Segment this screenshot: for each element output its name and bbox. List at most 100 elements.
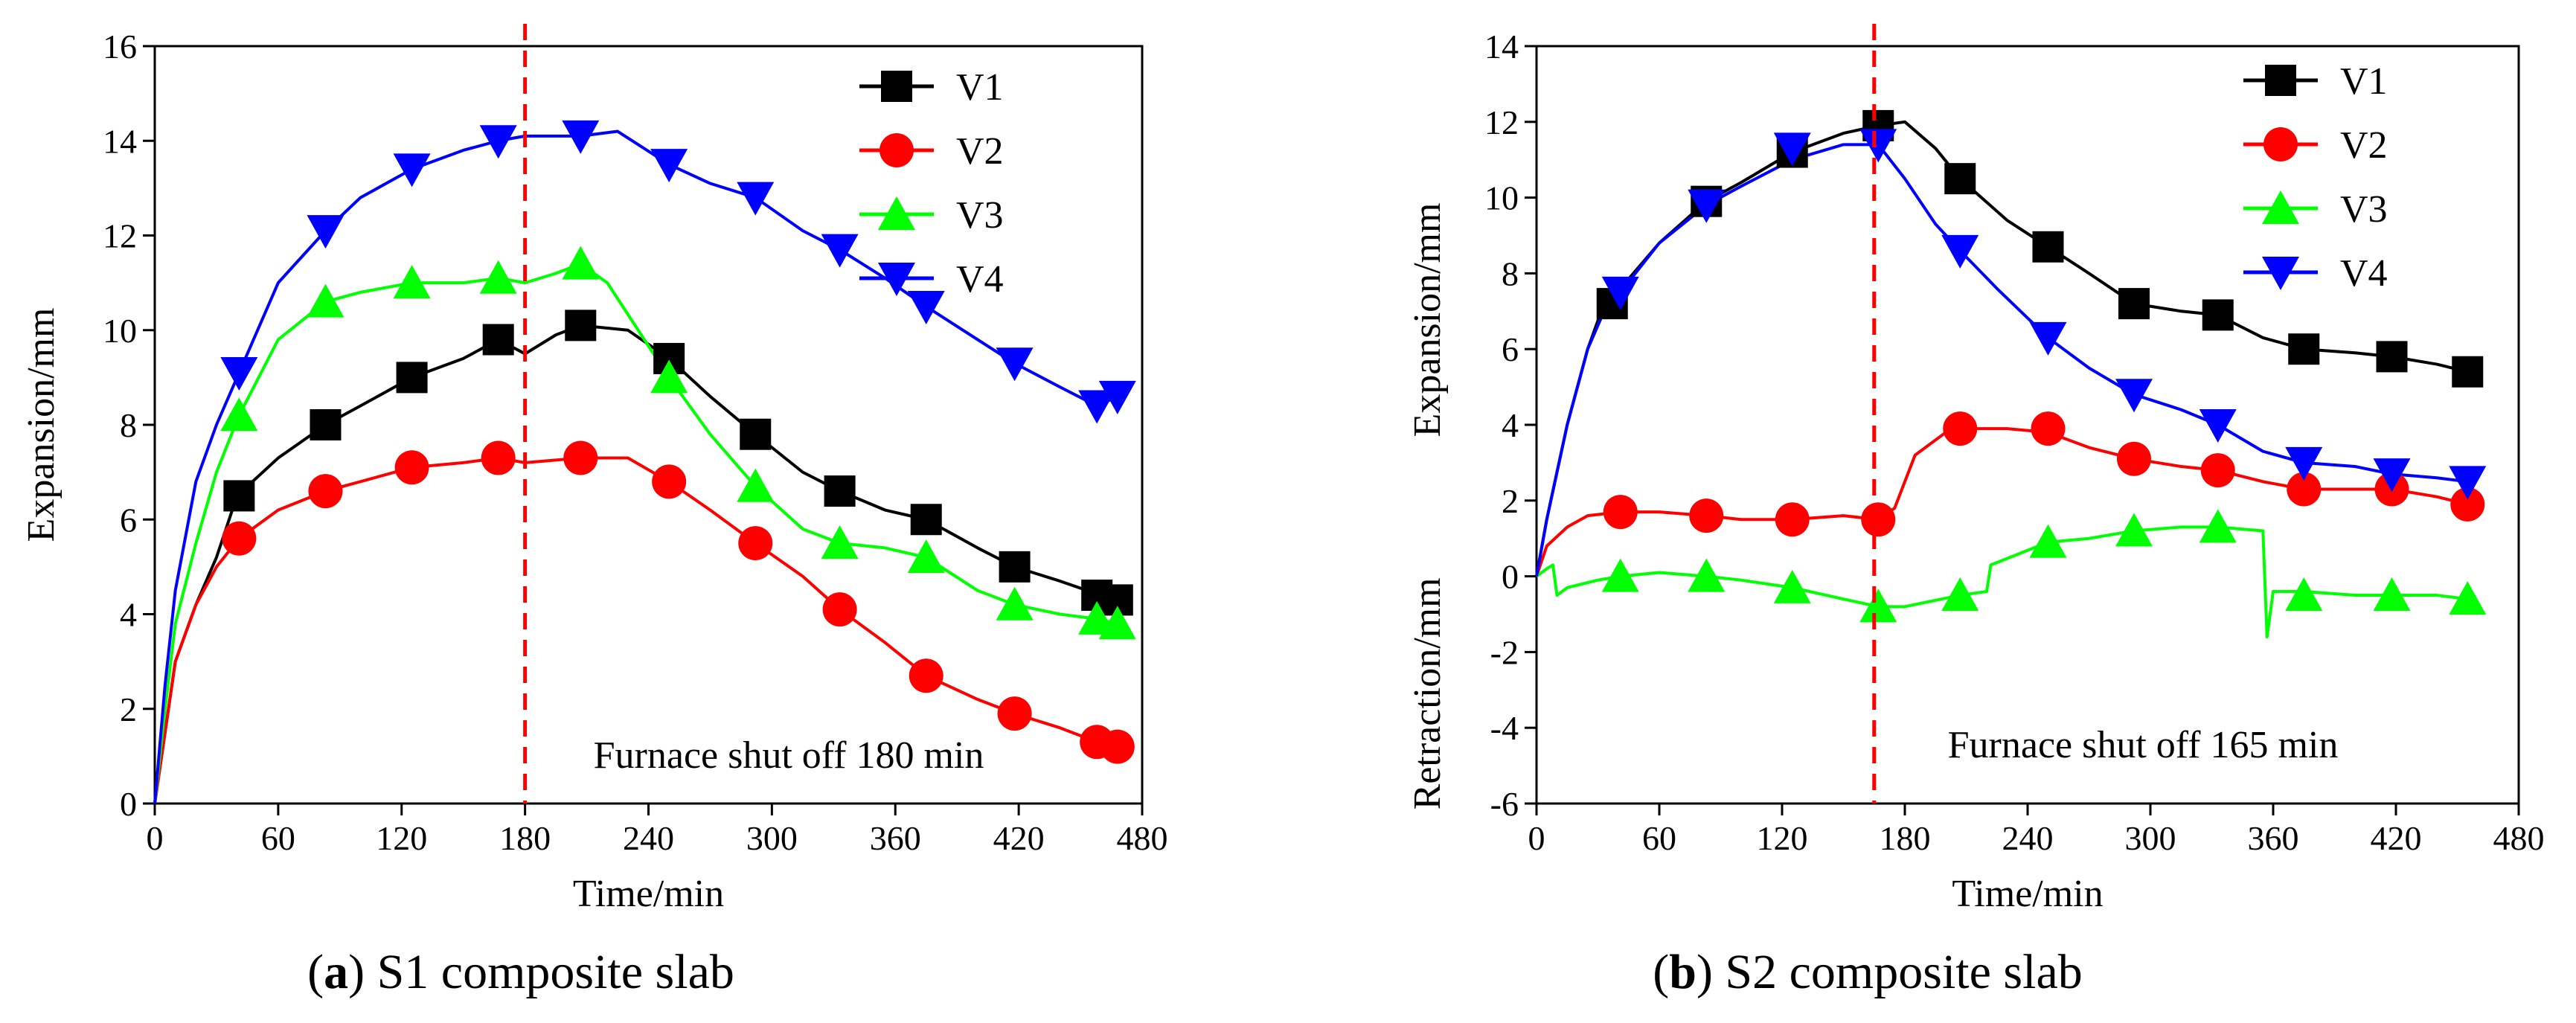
panel-a-series-v2-point [308, 474, 343, 509]
panel-b-series-v1-point [2118, 288, 2150, 320]
panel-b-series-v2-point [1689, 498, 1724, 533]
panel-a-series-v3-point [479, 260, 517, 294]
panel-a-series-v3-line [153, 262, 1118, 804]
panel-a-series-v3-point [907, 539, 945, 574]
panel-a-series-v3-point [220, 397, 258, 432]
panel-a-chart: 0 60 120 180 240 300 360 420 480 0 2 4 6 8 10 12 14 16 Tim… [20, 24, 1168, 915]
panel-a-series-v2-point [822, 592, 857, 627]
panel-b-x-tick-label: 480 [2493, 819, 2545, 857]
panel-b-y-tick-label: 4 [1502, 406, 1519, 444]
panel-b-series-v2-point [2117, 441, 2151, 476]
panel-b-y-tick-label: 10 [1484, 179, 1519, 217]
panel-b-series-v3-point [1773, 569, 1811, 603]
panel-b-y-tick-label: 6 [1502, 330, 1519, 368]
panel-b-series-v3-point [2199, 509, 2237, 543]
panel-a-y-tick-label: 0 [120, 785, 137, 823]
panel-a-series-v4-point [220, 357, 258, 391]
panel-b-series-v3-line [1535, 525, 2468, 639]
panel-b-caption: (b) S2 composite slab [1653, 945, 2083, 999]
panel-b-series-v1-point [2288, 333, 2320, 365]
panel-a-x-tick-label: 420 [993, 819, 1045, 857]
panel-a-series-v3-point [650, 359, 688, 394]
panel-b-series-v3-point [2285, 577, 2323, 612]
panel-b-legend-marker-v4 [2262, 257, 2299, 290]
panel-b-series-v4-point [1773, 132, 1811, 167]
panel-a-x-tick-label: 360 [870, 819, 921, 857]
panel-a-series-v4-point [1098, 380, 1136, 414]
panel-a-legend-label-v2: V2 [956, 130, 1004, 173]
panel-b-series-v3-point [2449, 581, 2487, 615]
panel-a-y-axis-title: Expansion/mm [20, 308, 63, 542]
panel-a-x-tick-label: 240 [623, 819, 674, 857]
panel-b-series-v1-point [2452, 356, 2484, 388]
panel-a-series-v2-point [652, 464, 687, 499]
panel-b-series-v2-point [1775, 502, 1810, 537]
panel-b-series-v2-point [2031, 411, 2066, 446]
panel-a-series-v4-point [307, 215, 345, 249]
panel-a-series-v1-line [153, 324, 1118, 804]
panel-b-x-tick-label: 180 [1880, 819, 1931, 857]
panel-b-y-tick-label: 0 [1502, 558, 1519, 596]
panel-b-y-tick-label: 12 [1484, 103, 1519, 141]
panel-a-legend-label-v3: V3 [956, 194, 1004, 237]
panel-b-legend-label-v4: V4 [2340, 252, 2388, 295]
panel-b-annotation: Furnace shut off 165 min [1948, 724, 2339, 766]
panel-a-series-v1-point [999, 551, 1031, 583]
panel-a-x-tick-label: 120 [376, 819, 427, 857]
panel-a-series-v4-point [821, 234, 859, 268]
panel-a-y-tick-label: 8 [120, 406, 137, 444]
panel-b-series-v2-point [1861, 502, 1896, 537]
panel-a-y-tick-label: 10 [103, 312, 137, 350]
panel-a-x-tick-label: 0 [147, 819, 164, 857]
panel-b-series-v1-point [2202, 299, 2234, 331]
panel-b-legend-label-v2: V2 [2340, 124, 2388, 167]
panel-a-series-v2-point [563, 440, 598, 475]
panel-a-series-v4-point [737, 182, 775, 216]
panel-a-series-v2-point [222, 521, 257, 556]
panel-b-series-v3-point [1601, 558, 1639, 592]
panel-a-x-tick-label: 300 [746, 819, 798, 857]
panel-a-series-v2-point [394, 450, 429, 485]
panel-a-series-v4-point [1078, 390, 1116, 424]
panel-a-series-v1-point [910, 504, 942, 536]
panel-b-series-v3-point [2115, 513, 2153, 547]
panel-a-series-v2-point [909, 658, 943, 693]
panel-b-y-tick-label: 14 [1484, 28, 1519, 65]
panel-a-legend-marker-v2 [880, 133, 914, 167]
panel-b-series-v2-point [2450, 487, 2485, 522]
panel-b-series-v2-point [1603, 495, 1638, 530]
panel-a-series-v3-point [393, 265, 431, 299]
panel-b-x-tick-label: 240 [2002, 819, 2054, 857]
panel-b-legend-marker-v3 [2262, 190, 2299, 224]
panel-b-y-axis-title-lower: Retraction/mm [1406, 577, 1449, 809]
panel-a-x-tick-label: 480 [1117, 819, 1168, 857]
panel-a-series-v4-point [479, 125, 517, 159]
panel-a-series-v4-point [393, 153, 431, 187]
panel-b-y-axis-title: Expansion/mm [1406, 203, 1449, 437]
panel-a-y-tick-label: 12 [103, 217, 137, 255]
panel-a-series-v1-point [740, 418, 772, 450]
panel-b-legend-label-v1: V1 [2340, 60, 2388, 103]
panel-b-series-v4-point [2285, 446, 2323, 481]
panel-a-series-v1-point [565, 310, 597, 341]
panel-b-series-v4-point [1601, 276, 1639, 310]
panel-a-series-v2-point [997, 696, 1032, 731]
panel-b-series-v2-point [2287, 472, 2322, 507]
panel-a-series-v4-point [996, 347, 1034, 382]
panel-a-legend-marker-v3 [878, 196, 915, 230]
panel-b-x-tick-label: 300 [2125, 819, 2176, 857]
panel-a-legend-label-v1: V1 [956, 66, 1004, 109]
panel-b-series-v4-point [2449, 466, 2487, 500]
panel-b-series-v2-line [1535, 427, 2468, 577]
panel-b-series-v2-point [1943, 411, 1978, 446]
panel-b-series-v3-point [1941, 577, 1979, 612]
panel-a-series-v1-point [396, 362, 428, 394]
panel-b-series-v4-point [2373, 458, 2411, 493]
panel-a-series-v2-point [481, 440, 516, 475]
panel-b-series-v3-point [1688, 558, 1726, 592]
panel-b-series-v3-point [2029, 524, 2067, 558]
panel-a-series-v1-point [482, 324, 514, 356]
panel-a-series-v3-point [737, 468, 775, 502]
panel-b-y-tick-label: -6 [1490, 785, 1519, 823]
panel-b-series-v4-point [2115, 379, 2153, 413]
